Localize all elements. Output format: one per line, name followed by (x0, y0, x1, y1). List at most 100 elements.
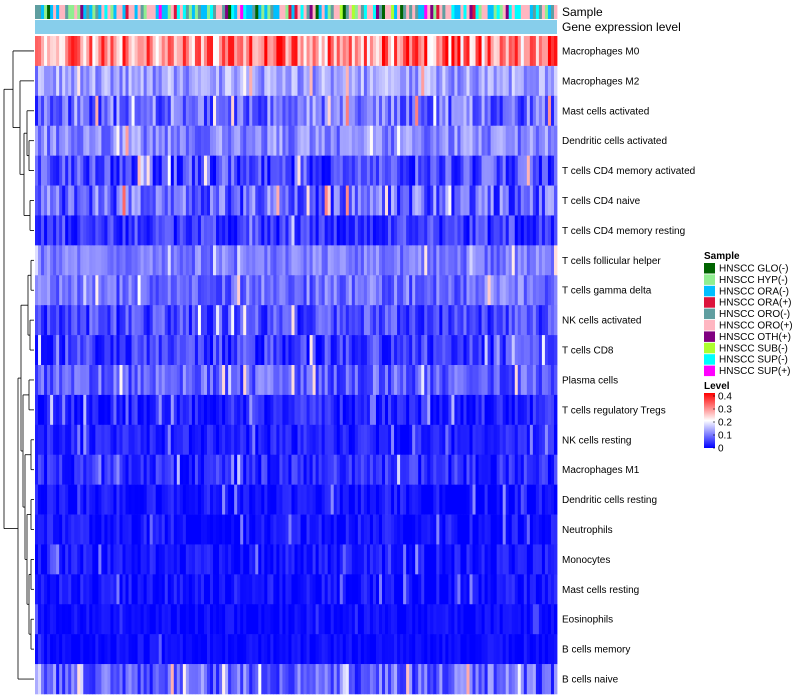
heatmap-cell (460, 95, 464, 127)
heatmap-cell (481, 664, 485, 695)
heatmap-cell (418, 365, 422, 396)
heatmap-cell (375, 155, 380, 186)
sample-annotation-cell (273, 5, 277, 19)
heatmap-cell (243, 424, 247, 456)
sample-annotation-cell (276, 5, 280, 19)
heatmap-cell (219, 394, 223, 426)
heatmap-cell (294, 95, 298, 127)
heatmap-cell (170, 155, 175, 186)
heatmap-cell (333, 484, 338, 515)
heatmap-cell (457, 574, 461, 605)
heatmap-cell (185, 65, 190, 97)
heatmap-cell (433, 305, 437, 336)
heatmap-cell (62, 125, 66, 156)
heatmap-cell (381, 185, 386, 216)
heatmap-cell (246, 275, 250, 306)
heatmap-cell (35, 454, 39, 485)
heatmap-cell (306, 574, 310, 605)
heatmap-cell (240, 245, 244, 276)
heatmap-cell (496, 574, 501, 605)
heatmap-cell (430, 245, 434, 276)
heatmap-cell (318, 365, 323, 396)
heatmap-cell (113, 65, 117, 97)
heatmap-cell (333, 394, 338, 426)
heatmap-cell (59, 275, 63, 306)
heatmap-cell (203, 36, 208, 67)
heatmap-cell (442, 185, 446, 216)
heatmap-cell (484, 305, 488, 336)
heatmap-cell (297, 604, 301, 635)
heatmap-cell (161, 185, 166, 216)
heatmap-cell (469, 245, 473, 276)
heatmap-cell (372, 245, 377, 276)
heatmap-cell (538, 125, 543, 156)
heatmap-cell (182, 484, 187, 515)
heatmap-cell (526, 155, 531, 186)
heatmap-cell (288, 215, 292, 246)
heatmap-cell (291, 394, 295, 426)
heatmap-cell (529, 95, 534, 127)
heatmap-cell (104, 394, 108, 426)
heatmap-cell (137, 245, 142, 276)
heatmap-cell (149, 155, 154, 186)
heatmap-cell (363, 95, 368, 127)
heatmap-cell (149, 514, 154, 545)
heatmap-cell (321, 245, 326, 276)
heatmap-cell (318, 65, 323, 97)
heatmap-cell (451, 664, 455, 695)
heatmap-cell (348, 634, 353, 665)
heatmap-cell (466, 36, 470, 67)
heatmap-cell (418, 604, 422, 635)
heatmap-cell (119, 125, 123, 156)
heatmap-cell (83, 574, 87, 605)
heatmap-cell (394, 125, 398, 156)
heatmap-cell (300, 155, 304, 186)
heatmap-cell (297, 245, 301, 276)
heatmap-cell (74, 155, 78, 186)
heatmap-cell (291, 95, 295, 127)
heatmap-cell (134, 365, 138, 396)
heatmap-cell (336, 394, 341, 426)
heatmap-cell (544, 454, 549, 485)
heatmap-cell (56, 215, 60, 246)
heatmap-cell (469, 305, 473, 336)
heatmap-cell (385, 275, 389, 306)
heatmap-cell (137, 664, 142, 695)
heatmap-cell (385, 484, 389, 515)
heatmap-row (35, 185, 558, 216)
heatmap-cell (101, 424, 105, 456)
heatmap-cell (270, 604, 274, 635)
sample-annotation-cell (454, 5, 458, 19)
heatmap-cell (216, 215, 220, 246)
heatmap-cell (487, 454, 492, 485)
heatmap-cell (146, 65, 151, 97)
heatmap-cell (92, 454, 96, 485)
heatmap-cell (83, 424, 87, 456)
heatmap-cell (505, 305, 510, 336)
heatmap-cell (191, 95, 196, 127)
sample-annotation-cell (243, 5, 247, 19)
heatmap-cell (143, 275, 148, 306)
heatmap-cell (508, 544, 513, 575)
heatmap-cell (53, 215, 57, 246)
heatmap-cell (294, 544, 298, 575)
heatmap-cell (47, 335, 51, 366)
heatmap-cell (463, 245, 467, 276)
heatmap-cell (206, 155, 211, 186)
heatmap-cell (508, 215, 513, 246)
heatmap-cell (219, 125, 223, 156)
heatmap-cell (553, 36, 558, 67)
heatmap-cell (231, 514, 235, 545)
heatmap-cell (336, 484, 341, 515)
heatmap-cell (228, 335, 232, 366)
heatmap-cell (237, 275, 241, 306)
heatmap-cell (342, 95, 347, 127)
sample-annotation-cell (285, 5, 289, 19)
heatmap-cell (357, 365, 362, 396)
heatmap-cell (457, 394, 461, 426)
heatmap-cell (252, 454, 256, 485)
heatmap-cell (526, 305, 531, 336)
heatmap-cell (89, 245, 93, 276)
heatmap-cell (225, 484, 229, 515)
heatmap-cell (526, 185, 531, 216)
